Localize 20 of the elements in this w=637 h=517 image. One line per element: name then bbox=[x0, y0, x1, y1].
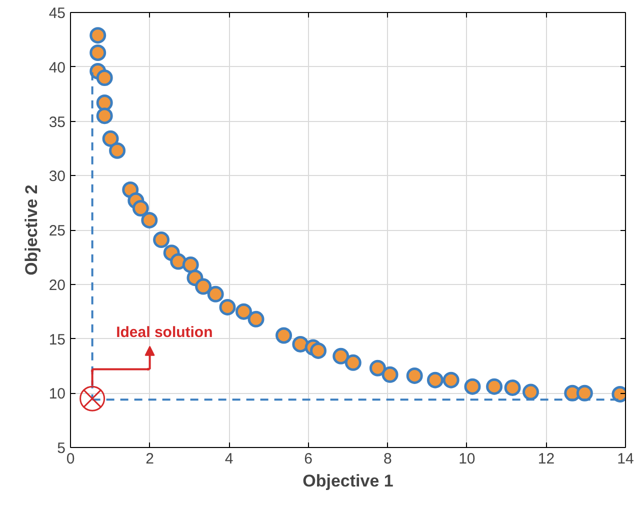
x-tick-label: 12 bbox=[538, 450, 555, 468]
y-tick-label: 40 bbox=[48, 59, 66, 76]
y-tick-label: 5 bbox=[57, 440, 66, 457]
x-tick-label: 6 bbox=[304, 450, 313, 468]
y-tick-label: 10 bbox=[48, 386, 66, 403]
x-tick-label: 8 bbox=[383, 450, 392, 468]
y-tick-label: 30 bbox=[48, 168, 66, 186]
x-tick-label: 10 bbox=[458, 450, 476, 468]
x-tick-label: 2 bbox=[146, 450, 154, 468]
y-tick-label: 15 bbox=[48, 331, 66, 348]
y-tick-label: 35 bbox=[48, 114, 66, 131]
x-axis-title: Objective 1 bbox=[302, 472, 394, 490]
x-tick-label: 14 bbox=[617, 450, 634, 468]
y-tick-label: 45 bbox=[48, 5, 66, 22]
x-tick-label: 0 bbox=[66, 450, 75, 468]
annotation: Ideal solution bbox=[116, 324, 213, 341]
y-tick-label: 20 bbox=[48, 276, 66, 294]
x-tick-label: 4 bbox=[224, 450, 234, 468]
y-axis-title: Objective 2 bbox=[22, 184, 41, 276]
y-tick-label: 25 bbox=[48, 222, 66, 240]
